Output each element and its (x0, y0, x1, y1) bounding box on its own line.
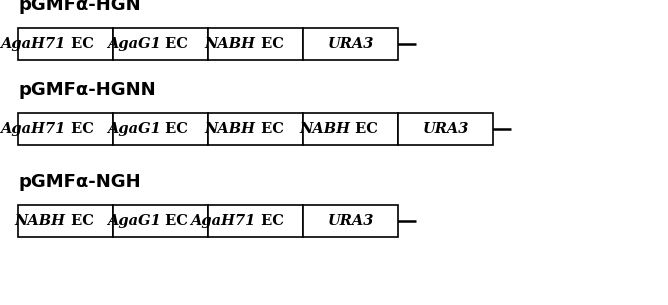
Text: EC: EC (255, 122, 283, 136)
Bar (113, 28, 208, 60)
Bar (208, 28, 303, 60)
Text: AgaH71: AgaH71 (0, 122, 65, 136)
Text: NABH: NABH (204, 37, 255, 51)
Text: EC: EC (65, 122, 94, 136)
Text: pGMFα-HGN: pGMFα-HGN (18, 0, 141, 14)
Text: pGMFα-HGNN: pGMFα-HGNN (18, 81, 156, 99)
Bar (208, 113, 303, 145)
Text: URA3: URA3 (422, 122, 469, 136)
Text: EC: EC (160, 37, 188, 51)
Bar (113, 113, 208, 145)
Text: AgaG1: AgaG1 (107, 122, 160, 136)
Bar (18, 28, 113, 60)
Text: NABH: NABH (204, 122, 255, 136)
Text: NABH: NABH (299, 122, 351, 136)
Text: EC: EC (160, 122, 188, 136)
Bar (18, 205, 113, 237)
Text: EC: EC (255, 214, 283, 228)
Bar (303, 28, 398, 60)
Text: EC: EC (351, 122, 378, 136)
Text: AgaH71: AgaH71 (190, 214, 255, 228)
Text: EC: EC (65, 37, 94, 51)
Text: pGMFα-NGH: pGMFα-NGH (18, 173, 141, 191)
Bar (208, 205, 303, 237)
Bar (113, 205, 208, 237)
Bar (18, 113, 113, 145)
Text: AgaG1: AgaG1 (107, 37, 160, 51)
Text: EC: EC (160, 214, 188, 228)
Text: EC: EC (255, 37, 283, 51)
Text: AgaH71: AgaH71 (0, 37, 65, 51)
Text: AgaG1: AgaG1 (107, 214, 160, 228)
Text: EC: EC (65, 214, 94, 228)
Bar (303, 113, 398, 145)
Text: URA3: URA3 (327, 214, 373, 228)
Text: URA3: URA3 (327, 37, 373, 51)
Bar (398, 113, 493, 145)
Text: NABH: NABH (15, 214, 65, 228)
Bar (303, 205, 398, 237)
